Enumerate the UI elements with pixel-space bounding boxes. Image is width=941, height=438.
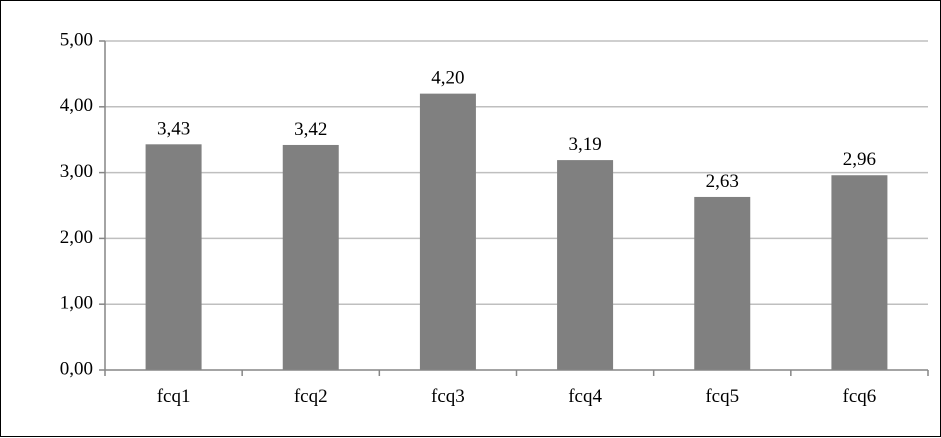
data-label: 2,63: [706, 171, 739, 192]
data-label: 2,96: [843, 149, 876, 170]
y-tick-label: 2,00: [60, 227, 93, 248]
gridlines: [105, 40, 928, 305]
y-tick-label: 5,00: [60, 29, 93, 50]
category-label: fcq5: [705, 386, 739, 407]
category-label: fcq3: [431, 386, 465, 407]
y-tick-label: 3,00: [60, 161, 93, 182]
bars: [145, 93, 888, 370]
bar: [282, 144, 339, 370]
bar: [557, 160, 614, 370]
bar: [419, 93, 476, 370]
axes: [99, 40, 929, 376]
data-label: 3,43: [157, 118, 190, 139]
bar: [831, 175, 888, 370]
data-label: 3,42: [294, 119, 327, 140]
bar: [694, 196, 751, 370]
data-label: 4,20: [431, 68, 464, 89]
category-label: fcq2: [294, 386, 328, 407]
y-tick-label: 4,00: [60, 95, 93, 116]
labels: 0,00 1,00 2,00 3,00 4,00 5,00 3,43 fcq1 3,42 fcq2…: [60, 29, 877, 407]
category-label: fcq6: [843, 386, 877, 407]
y-tick-label: 1,00: [60, 293, 93, 314]
data-label: 3,19: [568, 134, 601, 155]
category-label: fcq4: [568, 386, 602, 407]
bar: [145, 144, 202, 370]
y-tick-label: 0,00: [60, 358, 93, 379]
category-label: fcq1: [157, 386, 191, 407]
